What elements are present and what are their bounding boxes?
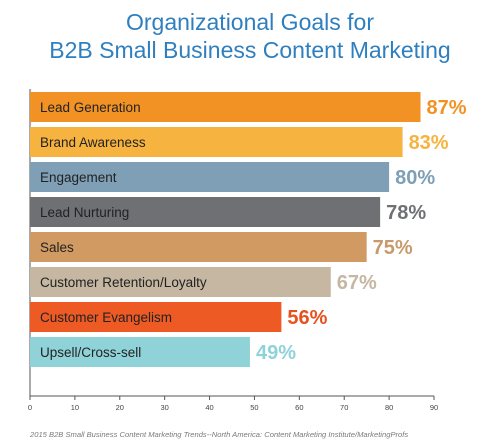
bar-value-label: 87% (427, 97, 467, 119)
chart-title: Organizational Goals for B2B Small Busin… (0, 8, 500, 64)
x-tick-label: 80 (385, 403, 393, 412)
bar (30, 197, 381, 227)
bar (30, 162, 390, 192)
bar-category-label: Customer Evangelism (40, 310, 172, 325)
chart-title-line-1: Organizational Goals for (125, 9, 374, 35)
x-tick-label: 70 (340, 403, 348, 412)
x-tick-label: 50 (250, 403, 258, 412)
bar (30, 92, 421, 122)
bar-category-label: Lead Generation (40, 100, 141, 115)
bar (30, 232, 367, 262)
chart-title-line-2: B2B Small Business Content Marketing (49, 37, 451, 63)
bar (30, 302, 282, 332)
x-tick-label: 0 (28, 403, 32, 412)
source-note: 2015 B2B Small Business Content Marketin… (30, 430, 409, 439)
bar-value-label: 56% (287, 307, 327, 329)
bar-category-label: Lead Nurturing (40, 205, 129, 220)
bar-category-label: Customer Retention/Loyalty (40, 275, 207, 290)
x-tick-label: 30 (160, 403, 168, 412)
bar (30, 337, 250, 367)
bar-value-label: 75% (373, 237, 413, 259)
bar-category-label: Engagement (40, 170, 117, 185)
bar-value-label: 67% (337, 272, 377, 294)
bar-category-label: Brand Awareness (40, 135, 146, 150)
x-tick-label: 10 (71, 403, 79, 412)
bar (30, 127, 403, 157)
bar-category-label: Upsell/Cross-sell (40, 345, 141, 360)
x-tick-label: 90 (430, 403, 438, 412)
bar-value-label: 80% (395, 167, 435, 189)
x-tick-label: 20 (116, 403, 124, 412)
bar-value-label: 49% (256, 342, 296, 364)
bar-value-label: 78% (386, 202, 426, 224)
bar (30, 267, 331, 297)
x-tick-label: 60 (295, 403, 303, 412)
bar-category-label: Sales (40, 240, 74, 255)
bar-value-label: 83% (409, 132, 449, 154)
x-tick-label: 40 (205, 403, 213, 412)
